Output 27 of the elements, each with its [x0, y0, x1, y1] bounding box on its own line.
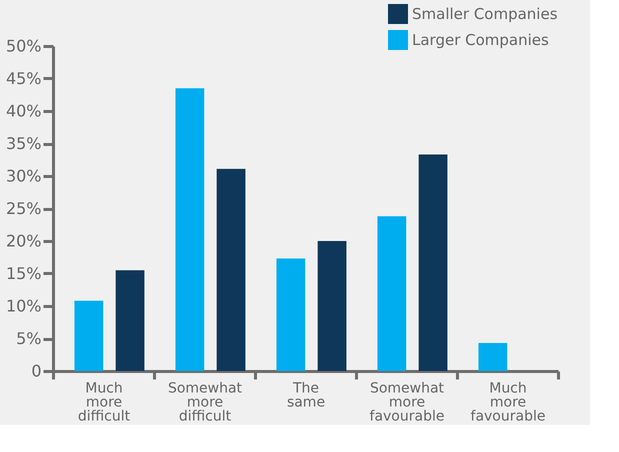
bar [74, 300, 104, 371]
x-tick-label: Somewhat more favourable [370, 380, 445, 424]
legend-label: Larger Companies [412, 31, 550, 49]
y-tick-label: 45% [6, 69, 42, 88]
bar [276, 258, 306, 371]
bar [377, 216, 406, 371]
bar [175, 88, 204, 371]
x-tick-label: Much more favourable [470, 380, 546, 424]
y-tick-label: 50% [6, 36, 42, 56]
bar [478, 343, 508, 371]
x-tick-label: Much more difficult [78, 380, 131, 424]
y-tick-label: 0 [31, 362, 42, 380]
bar [216, 168, 246, 371]
y-tick-label: 40% [6, 102, 42, 120]
y-tick-label: 30% [6, 166, 42, 186]
bar [116, 270, 144, 371]
y-tick-label: 25% [6, 199, 42, 218]
bar [418, 154, 448, 371]
y-tick-label: 35% [6, 134, 42, 153]
x-tick-label: Somewhat more difficult [168, 380, 243, 424]
y-tick-label: 10% [6, 296, 42, 316]
bar [318, 241, 346, 371]
y-tick-label: 20% [6, 232, 42, 250]
x-tick-label: The same [286, 380, 326, 410]
y-tick-label: 5% [16, 329, 42, 348]
y-tick-label: 15% [6, 264, 42, 283]
legend-label: Smaller Companies [412, 5, 558, 23]
